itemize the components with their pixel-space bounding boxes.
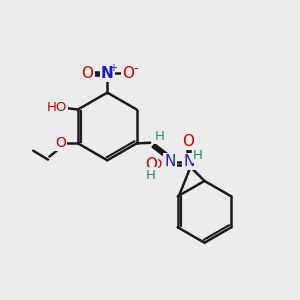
Text: -: -	[134, 61, 138, 75]
Text: N: N	[164, 154, 176, 169]
Text: H: H	[193, 149, 202, 162]
Text: HO: HO	[46, 101, 67, 114]
Text: HO: HO	[142, 158, 163, 171]
Text: N: N	[101, 66, 114, 81]
Text: O: O	[82, 66, 94, 81]
Text: O: O	[182, 134, 194, 149]
Text: H: H	[146, 169, 156, 182]
Text: O: O	[145, 157, 157, 172]
Text: O: O	[55, 136, 66, 150]
Text: H: H	[155, 130, 165, 143]
Text: O: O	[122, 66, 134, 81]
Text: +: +	[109, 63, 117, 73]
Text: N: N	[184, 154, 195, 169]
